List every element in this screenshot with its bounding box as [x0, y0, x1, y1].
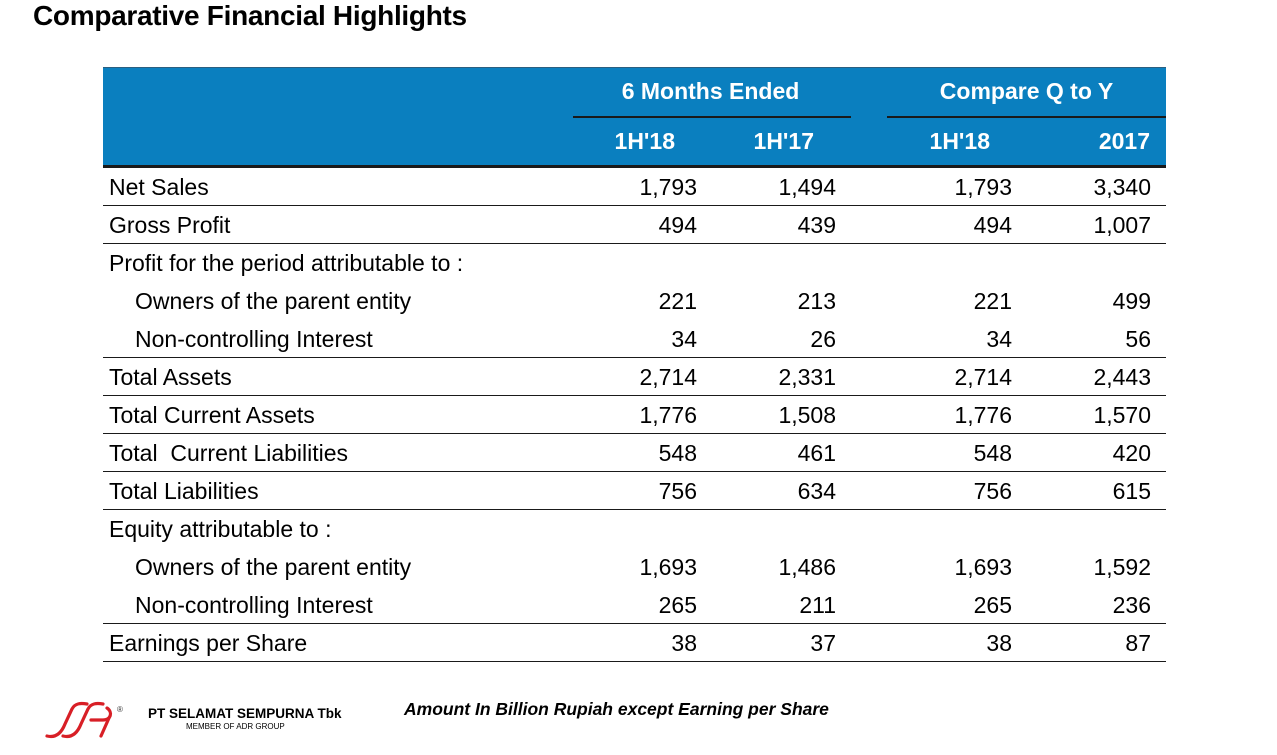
group-6-months-underline [573, 116, 851, 118]
row-label: Owners of the parent entity [135, 554, 412, 580]
cell: 34 [986, 326, 1012, 352]
amount-note: Amount In Billion Rupiah except Earning … [404, 699, 829, 719]
cell: 756 [658, 478, 697, 504]
group-compare: Compare Q to Y [939, 78, 1114, 104]
cell: 2,331 [778, 364, 836, 390]
table-row: Earnings per Share 38 37 38 87 [103, 624, 1166, 662]
cell: 213 [797, 288, 836, 314]
col-header-1: 1H'18 [614, 128, 675, 154]
cell: 1,494 [778, 174, 836, 200]
cell: 1,592 [1093, 554, 1151, 580]
row-label: Gross Profit [109, 212, 231, 238]
row-label: Net Sales [109, 174, 209, 200]
row-label: Total Current Liabilities [109, 440, 349, 466]
cell: 34 [671, 326, 697, 352]
table-header: 6 Months Ended Compare Q to Y 1H'18 1H'1… [103, 67, 1166, 168]
table-row: Net Sales 1,793 1,494 1,793 3,340 [103, 168, 1166, 206]
table-row: Gross Profit 494 439 494 1,007 [103, 206, 1166, 244]
table-row: Total Current Liabilities 548 461 548 42… [103, 434, 1166, 472]
cell: 26 [810, 326, 836, 352]
financial-table: 6 Months Ended Compare Q to Y 1H'18 1H'1… [103, 67, 1166, 662]
row-label: Total Current Assets [109, 402, 315, 428]
cell: 38 [671, 630, 697, 656]
cell: 634 [797, 478, 836, 504]
cell: 221 [973, 288, 1012, 314]
cell: 2,714 [954, 364, 1012, 390]
cell: 548 [973, 440, 1012, 466]
cell: 3,340 [1093, 174, 1151, 200]
table-row: Equity attributable to : [103, 510, 1166, 548]
cell: 211 [799, 592, 836, 618]
member-text: MEMBER OF ADR GROUP [186, 722, 285, 731]
cell: 38 [986, 630, 1012, 656]
cell: 265 [973, 592, 1012, 618]
row-label: Total Assets [109, 364, 232, 390]
cell: 499 [1112, 288, 1151, 314]
table-row: Non-controlling Interest 34 26 34 56 [103, 320, 1166, 358]
row-label: Profit for the period attributable to : [109, 250, 464, 276]
cell: 494 [973, 212, 1012, 238]
cell: 494 [658, 212, 697, 238]
cell: 236 [1112, 592, 1151, 618]
table-row: Owners of the parent entity 1,693 1,486 … [103, 548, 1166, 586]
table-row: Total Liabilities 756 634 756 615 [103, 472, 1166, 510]
group-6-months: 6 Months Ended [621, 78, 800, 104]
cell: 2,443 [1093, 364, 1151, 390]
cell: 461 [797, 440, 836, 466]
col-header-4: 2017 [1098, 128, 1150, 154]
cell: 1,793 [954, 174, 1012, 200]
cell: 265 [658, 592, 697, 618]
table-row: Total Current Assets 1,776 1,508 1,776 1… [103, 396, 1166, 434]
row-label: Earnings per Share [109, 630, 308, 656]
cell: 87 [1125, 630, 1151, 656]
cell: 1,693 [639, 554, 697, 580]
cell: 37 [810, 630, 836, 656]
cell: 1,508 [778, 402, 836, 428]
col-header-3: 1H'18 [929, 128, 990, 154]
row-label: Non-controlling Interest [135, 592, 373, 618]
cell: 615 [1112, 478, 1151, 504]
cell: 1,776 [639, 402, 697, 428]
col-header-2: 1H'17 [753, 128, 814, 154]
cell: 1,693 [954, 554, 1012, 580]
cell: 1,007 [1093, 212, 1151, 238]
cell: 1,570 [1093, 402, 1151, 428]
table-row: Profit for the period attributable to : [103, 244, 1166, 282]
row-label: Equity attributable to : [109, 516, 332, 542]
row-label: Owners of the parent entity [135, 288, 412, 314]
cell: 2,714 [639, 364, 697, 390]
table-row: Total Assets 2,714 2,331 2,714 2,443 [103, 358, 1166, 396]
cell: 420 [1112, 440, 1151, 466]
cell: 756 [973, 478, 1012, 504]
table-row: Owners of the parent entity 221 213 221 … [103, 282, 1166, 320]
page-title: Comparative Financial Highlights [33, 0, 467, 31]
cell: 221 [658, 288, 697, 314]
row-label: Total Liabilities [109, 478, 259, 504]
company-name: PT SELAMAT SEMPURNA Tbk [148, 706, 342, 721]
cell: 548 [658, 440, 697, 466]
cell: 1,793 [639, 174, 697, 200]
cell: 1,486 [778, 554, 836, 580]
cell: 1,776 [954, 402, 1012, 428]
cell: 56 [1125, 326, 1151, 352]
cell: 439 [797, 212, 836, 238]
registered-mark: ® [117, 705, 123, 714]
row-label: Non-controlling Interest [135, 326, 373, 352]
company-logo-icon: ® [45, 701, 123, 739]
group-compare-underline [887, 116, 1166, 118]
table-row: Non-controlling Interest 265 211 265 236 [103, 586, 1166, 624]
